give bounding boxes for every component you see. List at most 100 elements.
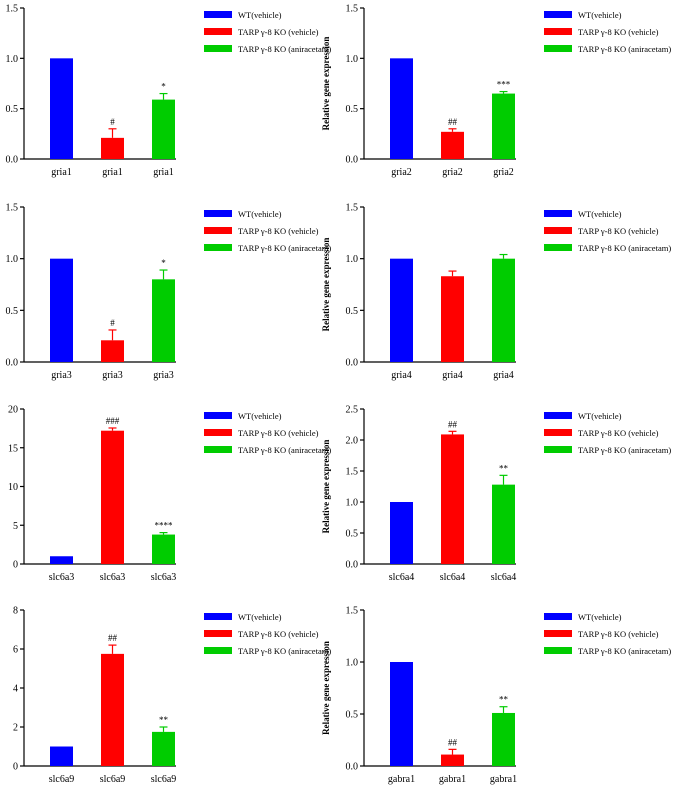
legend-swatch-3 — [204, 446, 232, 453]
y-tick-label: 2 — [13, 723, 18, 734]
y-tick-label: 20 — [8, 405, 18, 416]
bar-gria2-3 — [492, 93, 515, 159]
legend-label-3: TARP γ-8 KO (aniracetam) — [238, 646, 331, 656]
bar-gabra1-1 — [390, 662, 413, 766]
y-tick-label: 0.0 — [6, 358, 19, 369]
significance-label: # — [110, 117, 115, 127]
legend-swatch-2 — [204, 429, 232, 436]
chart-panel-gria1: Relative gene expression 0.0 0.5 1.0 1.5 gria… — [6, 4, 332, 179]
legend-swatch-2 — [204, 227, 232, 234]
x-category-label: gria2 — [442, 167, 463, 178]
y-tick-label: 1.0 — [346, 254, 359, 265]
legend-swatch-1 — [204, 11, 232, 18]
chart-panel-slc6a9: Relative gene expression 0 2 4 6 8 slc6a9 ## slc… — [13, 606, 331, 785]
legend-label-1: WT(vehicle) — [238, 10, 282, 20]
x-category-label: gabra1 — [490, 774, 517, 785]
bar-gria4-3 — [492, 258, 515, 362]
y-tick-label: 0.0 — [346, 155, 359, 166]
y-tick-label: 0.0 — [346, 762, 359, 773]
bar-slc6a3-1 — [50, 556, 73, 564]
x-category-label: slc6a9 — [100, 774, 126, 785]
legend-label-1: WT(vehicle) — [238, 209, 282, 219]
legend-label-2: TARP γ-8 KO (vehicle) — [238, 27, 319, 37]
significance-label: ## — [448, 419, 458, 429]
y-axis-label: Relative gene expression — [321, 641, 331, 735]
x-category-label: gria3 — [51, 370, 72, 381]
bar-slc6a4-1 — [390, 502, 413, 564]
y-tick-label: 8 — [13, 606, 18, 617]
x-category-label: gria4 — [391, 370, 412, 381]
y-tick-label: 4 — [13, 684, 18, 695]
x-category-label: slc6a3 — [151, 572, 177, 583]
bar-gria4-1 — [390, 258, 413, 362]
legend-label-1: WT(vehicle) — [578, 411, 622, 421]
y-tick-label: 0.0 — [6, 155, 19, 166]
legend-swatch-3 — [204, 45, 232, 52]
chart-panel-gria4: Relative gene expression 0.0 0.5 1.0 1.5 gria… — [321, 203, 671, 382]
y-tick-label: 0.5 — [346, 306, 359, 317]
legend-label-2: TARP γ-8 KO (vehicle) — [238, 629, 319, 639]
legend-label-1: WT(vehicle) — [578, 209, 622, 219]
significance-label: ** — [499, 695, 509, 705]
y-tick-label: 15 — [8, 443, 18, 454]
bar-slc6a9-1 — [50, 746, 73, 766]
y-tick-label: 0.0 — [346, 560, 359, 571]
bar-gria1-2 — [101, 137, 124, 159]
legend-label-1: WT(vehicle) — [238, 411, 282, 421]
y-tick-label: 1.5 — [346, 4, 359, 15]
significance-label: # — [110, 318, 115, 328]
y-tick-label: 0.5 — [346, 710, 359, 721]
legend-swatch-2 — [544, 630, 572, 637]
chart-panel-gabra1: Relative gene expression 0.0 0.5 1.0 1.5 gabr… — [321, 606, 671, 785]
y-tick-label: 0.5 — [346, 529, 359, 540]
significance-label: ## — [108, 633, 118, 643]
bar-slc6a9-3 — [152, 731, 175, 766]
legend-swatch-3 — [204, 647, 232, 654]
bar-gria3-2 — [101, 340, 124, 362]
x-category-label: slc6a3 — [49, 572, 75, 583]
significance-label: ## — [448, 117, 458, 127]
legend-swatch-3 — [204, 244, 232, 251]
y-tick-label: 1.0 — [6, 254, 19, 265]
legend-label-2: TARP γ-8 KO (vehicle) — [578, 629, 659, 639]
legend-swatch-3 — [544, 45, 572, 52]
legend-swatch-2 — [544, 227, 572, 234]
y-tick-label: 0 — [13, 762, 18, 773]
y-tick-label: 0.5 — [6, 104, 19, 115]
legend-swatch-1 — [544, 11, 572, 18]
x-category-label: slc6a9 — [49, 774, 75, 785]
x-category-label: slc6a4 — [491, 572, 517, 583]
legend-swatch-1 — [544, 613, 572, 620]
bar-slc6a9-2 — [101, 653, 124, 766]
y-tick-label: 1.5 — [346, 203, 359, 214]
y-tick-label: 0.5 — [6, 306, 19, 317]
legend-swatch-1 — [544, 412, 572, 419]
bar-slc6a4-3 — [492, 484, 515, 564]
legend-swatch-2 — [544, 28, 572, 35]
legend-label-3: TARP γ-8 KO (aniracetam) — [578, 646, 671, 656]
y-axis-label: Relative gene expression — [321, 238, 331, 332]
significance-label: *** — [497, 80, 511, 90]
bar-slc6a4-2 — [441, 434, 464, 564]
legend-label-3: TARP γ-8 KO (aniracetam) — [238, 243, 331, 253]
x-category-label: gria4 — [442, 370, 463, 381]
chart-panel-slc6a3: Relative gene expression 0 5 10 15 20 slc6a3 ##… — [8, 405, 331, 584]
x-category-label: gria1 — [51, 167, 72, 178]
legend-label-3: TARP γ-8 KO (aniracetam) — [578, 445, 671, 455]
chart-panel-gria2: Relative gene expression 0.0 0.5 1.0 1.5 gria… — [321, 4, 671, 179]
legend-label-2: TARP γ-8 KO (vehicle) — [238, 226, 319, 236]
significance-label: * — [161, 82, 166, 92]
legend-label-2: TARP γ-8 KO (vehicle) — [578, 27, 659, 37]
y-tick-label: 2.5 — [346, 405, 359, 416]
y-tick-label: 0 — [13, 560, 18, 571]
y-tick-label: 2.0 — [346, 436, 359, 447]
significance-label: ## — [448, 737, 458, 747]
y-tick-label: 0.0 — [346, 358, 359, 369]
bar-gria1-1 — [50, 58, 73, 160]
x-category-label: gria2 — [493, 167, 514, 178]
legend-swatch-3 — [544, 647, 572, 654]
significance-label: ### — [106, 416, 120, 426]
y-tick-label: 0.5 — [346, 104, 359, 115]
legend-label-1: WT(vehicle) — [578, 10, 622, 20]
